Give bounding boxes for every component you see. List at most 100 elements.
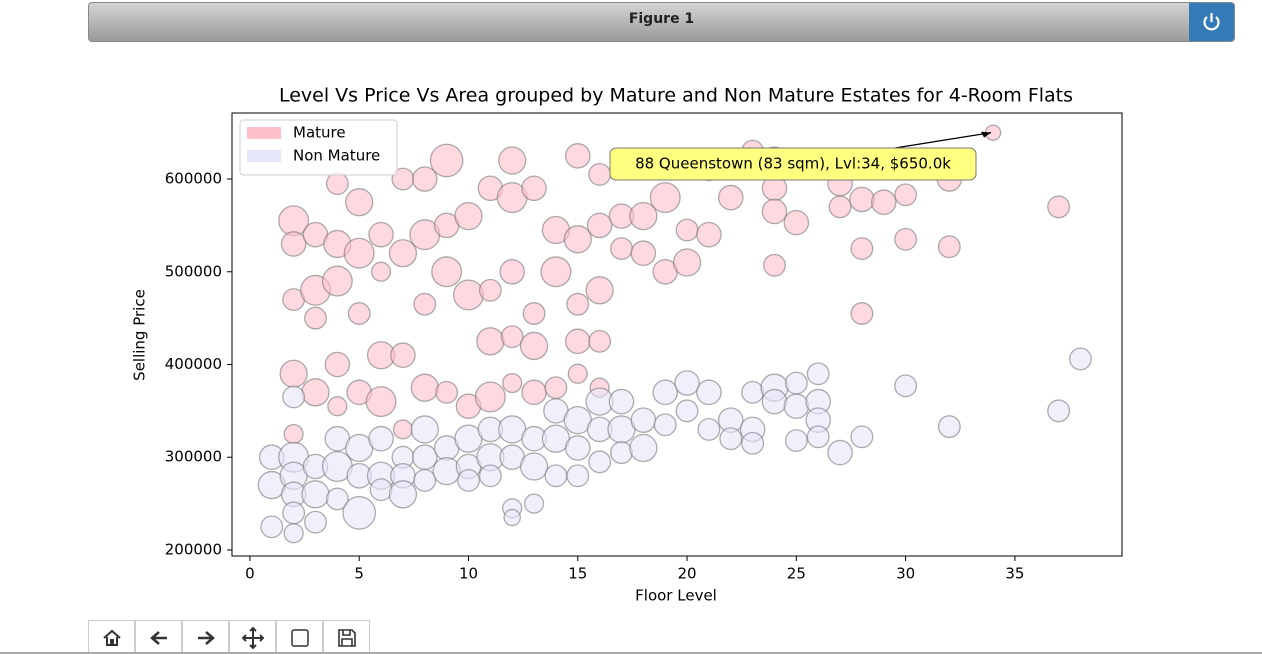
bubble (435, 380, 459, 404)
y-tick-label: 500000 (165, 262, 222, 280)
annotation-box (609, 147, 977, 181)
bubble (343, 237, 375, 269)
bubble (502, 372, 523, 394)
bubble (454, 201, 483, 231)
bubble (675, 399, 699, 423)
bubble (850, 302, 874, 325)
bubble (629, 433, 658, 463)
bubble (301, 378, 330, 407)
bubble (937, 235, 961, 259)
legend-swatch (247, 150, 281, 162)
bubble (282, 385, 306, 409)
bubble (674, 370, 700, 396)
bubble (761, 198, 788, 225)
bubble (588, 329, 612, 353)
bubble (478, 278, 502, 302)
bubble (413, 292, 437, 316)
save-button[interactable] (323, 620, 370, 654)
x-axis-label: Floor Level (635, 587, 717, 605)
bubble (544, 464, 568, 488)
bubble (321, 265, 353, 297)
bubble (653, 413, 677, 437)
bubble (741, 380, 765, 404)
bubble (500, 325, 524, 349)
y-tick-label: 400000 (165, 355, 222, 373)
close-button[interactable] (1189, 3, 1234, 41)
figure-header: Figure 1 (88, 2, 1235, 42)
bubble (324, 351, 351, 378)
bubble (564, 435, 591, 461)
bubble (1069, 347, 1092, 371)
bubble (342, 496, 377, 530)
bubble (566, 292, 590, 316)
bubble (566, 464, 590, 488)
x-tick-label: 30 (896, 565, 915, 583)
chart-title: Level Vs Price Vs Area grouped by Mature… (279, 85, 1073, 107)
bubble (392, 419, 414, 440)
bubble (585, 276, 614, 305)
bubble (368, 221, 394, 248)
bubble (850, 425, 874, 449)
bubble (304, 306, 327, 330)
x-tick-label: 25 (787, 565, 806, 583)
forward-icon (197, 630, 215, 645)
bubble (521, 175, 547, 202)
bubble (280, 231, 307, 257)
bubble (474, 381, 506, 413)
bubble (564, 328, 591, 355)
bubble (717, 184, 744, 211)
bubble (719, 427, 743, 451)
x-tick-label: 15 (568, 565, 587, 583)
forward-button[interactable] (182, 620, 229, 654)
zoom-icon (290, 628, 309, 647)
bubble (347, 302, 371, 325)
y-tick-label: 300000 (165, 448, 222, 466)
bubble (523, 493, 545, 514)
bubble (828, 195, 852, 219)
bubble (630, 240, 657, 267)
bubble (894, 374, 918, 398)
bubble (413, 468, 437, 492)
bubble (894, 227, 918, 251)
bubble (784, 429, 808, 452)
bubble (388, 239, 418, 268)
bubble (369, 478, 393, 502)
bubble (411, 444, 438, 471)
bubble (279, 359, 308, 388)
bubble (894, 183, 918, 207)
bubble (849, 186, 875, 213)
bubble (452, 279, 484, 311)
bubble (649, 182, 681, 214)
bubble (608, 388, 635, 415)
bubble (503, 508, 521, 527)
bubble (697, 417, 721, 441)
bubble (476, 327, 505, 356)
legend-swatch (247, 127, 281, 139)
pan-button[interactable] (229, 620, 276, 654)
annotation-text: 88 Queenstown (83 sqm), Lvl:34, $650.0k (635, 155, 951, 173)
chart: Level Vs Price Vs Area grouped by Mature… (131, 85, 1123, 605)
x-tick-label: 20 (678, 565, 697, 583)
bubble (457, 468, 480, 492)
home-icon (102, 629, 121, 646)
bubble (410, 415, 439, 444)
bubble (652, 379, 678, 406)
bubble (870, 189, 897, 216)
bubble (478, 464, 502, 488)
bubble (283, 423, 304, 445)
bubble (260, 515, 284, 539)
bubble (629, 201, 658, 231)
bubble (410, 373, 439, 402)
bubble (388, 480, 418, 509)
x-tick-label: 35 (1005, 565, 1024, 583)
home-button[interactable] (88, 620, 135, 654)
x-tick-label: 5 (354, 565, 364, 583)
bubble (325, 487, 349, 511)
bubble (301, 480, 330, 509)
bubble (411, 166, 438, 192)
back-button[interactable] (135, 620, 182, 654)
power-icon (1203, 13, 1220, 31)
bubble (696, 221, 722, 248)
bubble (370, 261, 392, 282)
zoom-button[interactable] (276, 620, 323, 654)
